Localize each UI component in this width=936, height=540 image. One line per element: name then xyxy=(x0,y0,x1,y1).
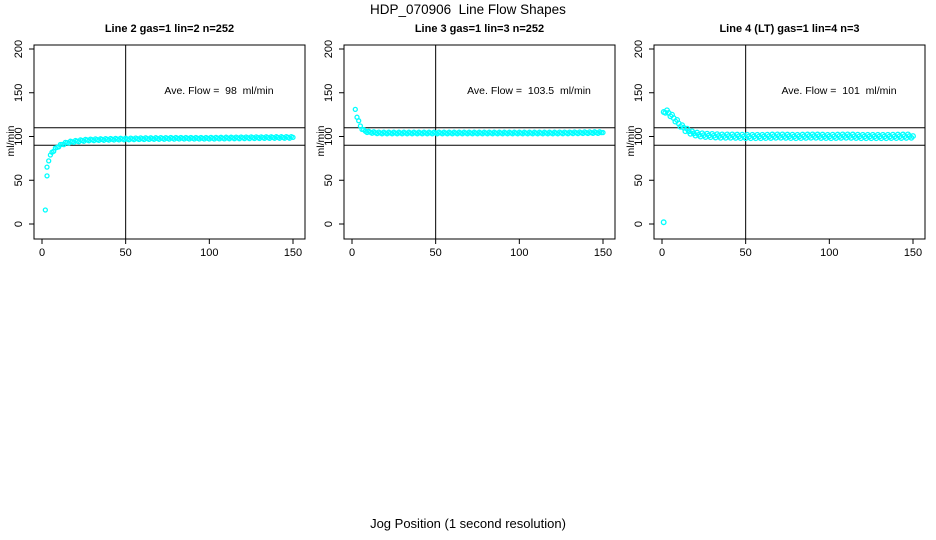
plot-box xyxy=(343,44,616,240)
data-point xyxy=(356,118,362,124)
x-tick-label: 0 xyxy=(349,247,355,259)
data-point xyxy=(290,134,296,141)
panel1-title: Line 2 gas=1 lin=2 n=252 xyxy=(104,23,235,35)
y-tick-label: 100 xyxy=(633,127,645,145)
panel3-title: Line 4 (LT) gas=1 lin=4 n=3 xyxy=(719,23,860,35)
y-tick-label: 100 xyxy=(13,127,25,145)
panel2-y-axis-label: ml/min xyxy=(315,125,327,157)
data-point xyxy=(46,158,52,164)
plot-box xyxy=(653,44,926,240)
y-tick-label: 150 xyxy=(633,84,645,102)
data-point xyxy=(660,219,667,226)
data-point xyxy=(44,164,50,170)
x-tick-label: 50 xyxy=(120,247,132,259)
data-point xyxy=(910,133,916,140)
y-tick-label: 100 xyxy=(323,127,335,145)
panel1-plot-area: 0 50 100 150 0 50 100 150 200 xyxy=(13,40,306,259)
y-tick-label: 200 xyxy=(323,40,335,58)
y-tick-label: 0 xyxy=(633,221,645,227)
x-tick-label: 50 xyxy=(740,247,752,259)
y-tick-label: 150 xyxy=(13,84,25,102)
x-tick-label: 50 xyxy=(430,247,442,259)
panel3-y-axis-label: ml/min xyxy=(625,125,637,157)
y-tick-label: 200 xyxy=(633,40,645,58)
data-point xyxy=(352,106,358,113)
x-tick-label: 100 xyxy=(510,247,528,259)
chart-title: HDP_070906 Line Flow Shapes xyxy=(370,2,566,17)
plot-box xyxy=(33,44,306,240)
panel1-ave-flow-annotation: Ave. Flow = 98 ml/min xyxy=(164,85,274,97)
x-tick-label: 150 xyxy=(284,247,302,259)
y-tick-label: 0 xyxy=(13,221,25,227)
x-tick-label: 100 xyxy=(200,247,218,259)
x-tick-label: 0 xyxy=(659,247,665,259)
panel1-y-axis-label: ml/min xyxy=(5,125,17,157)
y-tick-label: 200 xyxy=(13,40,25,58)
x-tick-label: 150 xyxy=(594,247,612,259)
x-axis-label: Jog Position (1 second resolution) xyxy=(370,516,566,531)
panel3-ave-flow-annotation: Ave. Flow = 101 ml/min xyxy=(781,85,897,97)
panel2-ave-flow-annotation: Ave. Flow = 103.5 ml/min xyxy=(467,85,591,97)
data-point xyxy=(600,129,606,136)
x-tick-label: 150 xyxy=(904,247,922,259)
data-point xyxy=(42,207,48,213)
y-tick-label: 50 xyxy=(323,174,335,186)
y-tick-label: 50 xyxy=(633,174,645,186)
panel2-plot-area: 0 50 100 150 0 50 100 150 200 xyxy=(323,40,616,259)
y-tick-label: 150 xyxy=(323,84,335,102)
x-tick-label: 100 xyxy=(820,247,838,259)
x-tick-label: 0 xyxy=(39,247,45,259)
y-tick-label: 50 xyxy=(13,174,25,186)
data-point xyxy=(44,173,50,179)
y-tick-label: 0 xyxy=(323,221,335,227)
panel3-plot-area: 0 50 100 150 0 50 100 150 200 xyxy=(633,40,926,259)
panel2-title: Line 3 gas=1 lin=3 n=252 xyxy=(414,23,545,35)
